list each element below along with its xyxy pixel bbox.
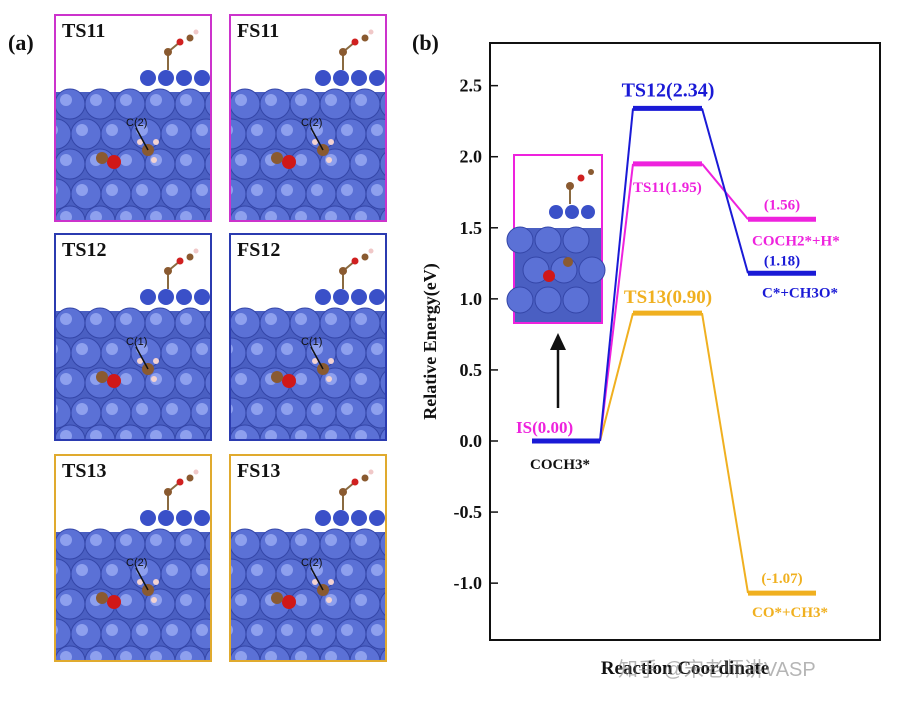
atom-annotation: C(2)	[301, 557, 322, 569]
product-label-fs11: COCH2*+H*	[752, 233, 840, 249]
product-label-fs12: C*+CH3O*	[762, 285, 838, 301]
arrow-head	[550, 333, 566, 350]
data-label-fs13: (-1.07)	[761, 571, 802, 587]
structure-label: FS12	[237, 239, 281, 261]
y-tick-label: 1.5	[460, 218, 483, 238]
connector	[599, 108, 634, 442]
y-tick-label: -1.0	[454, 573, 483, 593]
structure-panel-fs12: C(1) FS12	[229, 233, 387, 441]
structure-panel-ts11: C(2) TS11	[54, 14, 212, 222]
structure-image: C(2)	[56, 29, 210, 220]
x-axis-label: Reaction Coordinate	[601, 658, 769, 679]
atom-annotation: C(1)	[126, 336, 147, 348]
structure-image: C(2)	[231, 469, 385, 660]
structure-label: TS12	[62, 239, 107, 261]
series-ts12-path	[532, 105, 816, 444]
data-label-fs11: (1.56)	[764, 197, 800, 213]
plot-frame	[489, 42, 881, 641]
y-axis-label: Relative Energy(eV)	[420, 263, 441, 419]
watermark: 知乎 @宋老师讲VASP	[618, 659, 816, 681]
data-label-ts13: TS13(0.90)	[624, 287, 712, 308]
y-tick-label: 0.0	[460, 431, 483, 451]
structure-image: C(2)	[56, 469, 210, 660]
y-tick-label: 2.5	[460, 76, 483, 96]
data-label-ts12: TS12(2.34)	[622, 79, 715, 101]
product-label-fs13: CO*+CH3*	[752, 605, 828, 621]
structure-image: C(2)	[231, 29, 385, 220]
structure-label: FS11	[237, 20, 280, 42]
data-label-fs12: (1.18)	[764, 253, 800, 269]
data-label-ts11: TS11(1.95)	[633, 180, 702, 196]
atom-annotation: C(2)	[126, 117, 147, 129]
connector	[599, 312, 634, 442]
atom-annotation: C(2)	[126, 557, 147, 569]
connector	[701, 312, 749, 594]
connector	[701, 108, 749, 274]
atom-annotation: C(1)	[301, 336, 322, 348]
reactant-label: COCH3*	[530, 457, 590, 473]
panel-a-label: (a)	[8, 30, 34, 55]
structure-panel-ts12: C(1) TS12	[54, 233, 212, 441]
structure-image: C(1)	[56, 248, 210, 439]
data-label-is: IS(0.00)	[516, 418, 573, 437]
y-tick-label: 1.0	[460, 289, 483, 309]
panel-b-label: (b)	[412, 30, 439, 55]
inset-is-structure	[506, 154, 606, 324]
y-tick-label: 2.0	[460, 147, 483, 167]
structure-label: TS11	[62, 20, 106, 42]
structure-panel-ts13: C(2) TS13	[54, 454, 212, 662]
atom-annotation: C(2)	[301, 117, 322, 129]
structure-panel-fs11: C(2) FS11	[229, 14, 387, 222]
y-tick-label: -0.5	[454, 502, 483, 522]
structure-label: FS13	[237, 460, 281, 482]
y-tick-label: 0.5	[460, 360, 483, 380]
series-ts13-path	[532, 310, 816, 596]
structure-image: C(1)	[231, 248, 385, 439]
structure-label: TS13	[62, 460, 107, 482]
structure-panel-fs13: C(2) FS13	[229, 454, 387, 662]
